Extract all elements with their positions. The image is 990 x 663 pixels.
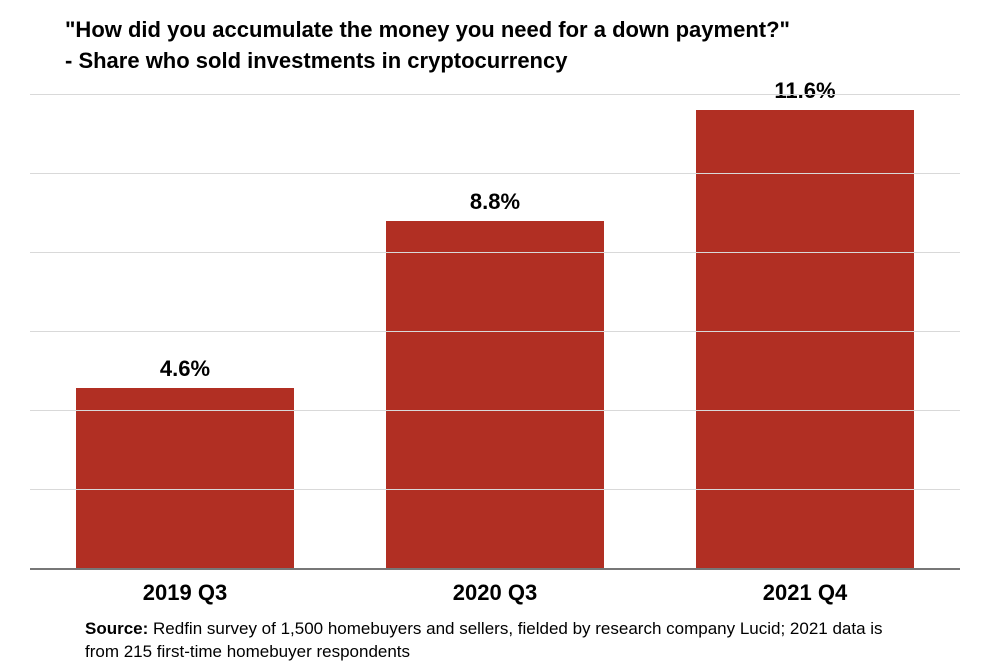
gridline bbox=[30, 173, 960, 174]
bar-value-label: 4.6% bbox=[160, 356, 210, 382]
source-label: Source: bbox=[85, 619, 148, 638]
bar-group: 8.8% bbox=[340, 189, 650, 569]
x-axis-line bbox=[30, 568, 960, 570]
bar-value-label: 8.8% bbox=[470, 189, 520, 215]
x-axis-label: 2020 Q3 bbox=[340, 580, 650, 606]
x-axis-label: 2021 Q4 bbox=[650, 580, 960, 606]
source-text: Source: Redfin survey of 1,500 homebuyer… bbox=[85, 618, 915, 663]
title-line-1: "How did you accumulate the money you ne… bbox=[65, 17, 790, 42]
bar bbox=[386, 221, 604, 569]
source-body: Redfin survey of 1,500 homebuyers and se… bbox=[85, 619, 883, 661]
chart-container: "How did you accumulate the money you ne… bbox=[30, 15, 970, 645]
plot-area: 4.6%8.8%11.6% bbox=[30, 95, 960, 570]
gridline bbox=[30, 252, 960, 253]
gridline bbox=[30, 94, 960, 95]
bar bbox=[76, 388, 294, 570]
gridline bbox=[30, 331, 960, 332]
chart-title: "How did you accumulate the money you ne… bbox=[65, 15, 970, 77]
bar-value-label: 11.6% bbox=[774, 78, 835, 104]
gridline bbox=[30, 489, 960, 490]
bar-group: 4.6% bbox=[30, 356, 340, 570]
bar-group: 11.6% bbox=[650, 78, 960, 569]
x-axis-label: 2019 Q3 bbox=[30, 580, 340, 606]
bars-row: 4.6%8.8%11.6% bbox=[30, 95, 960, 570]
gridline bbox=[30, 410, 960, 411]
x-axis-labels: 2019 Q32020 Q32021 Q4 bbox=[30, 580, 960, 606]
title-line-2: - Share who sold investments in cryptocu… bbox=[65, 48, 567, 73]
bar bbox=[696, 110, 914, 569]
